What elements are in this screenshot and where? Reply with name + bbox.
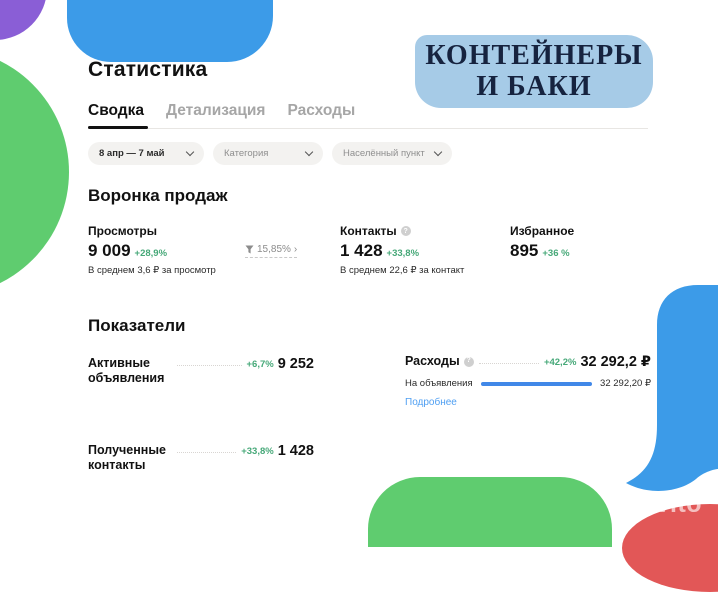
chevron-down-icon	[433, 147, 443, 157]
kpi-active-listings-delta: +6,7%	[246, 359, 274, 370]
date-range-filter[interactable]: 8 апр — 7 май	[88, 142, 204, 165]
category-filter[interactable]: Категория	[213, 142, 323, 165]
category-banner: КОНТЕЙНЕРЫ И БАКИ	[415, 35, 653, 108]
category-label: Категория	[224, 148, 269, 159]
conversion-chip[interactable]: 15,85% ›	[245, 244, 298, 258]
location-filter[interactable]: Населённый пункт	[332, 142, 452, 165]
active-tab-underline	[88, 126, 148, 129]
metric-favorites-value: 895	[510, 241, 539, 260]
date-range-label: 8 апр — 7 май	[99, 148, 165, 159]
tab-expenses[interactable]: Расходы	[287, 102, 356, 119]
metric-contacts: Контакты ? 1 428 +33,8% В среднем 22,6 ₽…	[340, 224, 464, 276]
metric-favorites: Избранное 895 +36 %	[510, 224, 574, 261]
watermark-label: Avito	[638, 490, 703, 518]
location-label: Населённый пункт	[343, 148, 425, 159]
details-link[interactable]: Подробнее	[405, 397, 457, 408]
kpi-received-contacts-label: Полученные контакты	[88, 443, 166, 472]
metric-views-sub: В среднем 3,6 ₽ за просмотр	[88, 265, 216, 276]
tab-details[interactable]: Детализация	[166, 102, 266, 119]
funnel-heading: Воронка продаж	[88, 186, 228, 205]
tabs-divider	[88, 128, 648, 129]
kpi-expenses-row: Расходы ? +42,2% 32 292,2 ₽	[405, 354, 651, 370]
metric-favorites-label: Избранное	[510, 224, 575, 238]
statistics-panel: Статистика Сводка Детализация Расходы 8 …	[88, 58, 651, 472]
kpi-expenses-value: 32 292,2 ₽	[580, 354, 651, 370]
decor-purple-circle	[0, 0, 47, 40]
info-icon[interactable]: ?	[400, 226, 411, 236]
decor-green-blob-bottom	[368, 477, 612, 547]
breakdown-label: На объявления	[405, 378, 473, 389]
metric-contacts-delta: +33,8%	[386, 248, 420, 259]
info-icon[interactable]: ?	[463, 356, 474, 367]
indicators-heading: Показатели	[88, 316, 186, 335]
metric-views-delta: +28,9%	[134, 248, 168, 259]
kpi-expenses-label: Расходы	[405, 354, 460, 368]
chevron-down-icon	[185, 147, 195, 157]
chevron-right-icon: ›	[293, 244, 298, 255]
dotted-leader	[478, 354, 539, 364]
metric-views-value: 9 009	[88, 241, 131, 260]
metric-views-label: Просмотры	[88, 224, 158, 238]
kpi-expenses-block: Расходы ? +42,2% 32 292,2 ₽ На объявлени…	[405, 354, 651, 410]
dotted-leader	[177, 356, 242, 366]
conversion-value: 15,85%	[257, 244, 291, 255]
banner-line2: И БАКИ	[476, 70, 592, 102]
kpi-active-listings: Активные объявления +6,7% 9 252	[88, 356, 314, 386]
decor-green-blob-left	[0, 48, 69, 296]
kpi-active-listings-label: Активные объявления	[88, 356, 165, 385]
metric-contacts-label: Контакты	[340, 224, 397, 238]
metric-contacts-value: 1 428	[340, 241, 383, 260]
avito-watermark: Avito	[612, 490, 702, 519]
kpi-active-listings-value: 9 252	[277, 356, 314, 372]
dotted-leader	[177, 443, 237, 453]
expenses-breakdown-row: На объявления 32 292,20 ₽	[405, 378, 651, 389]
avito-logo-icon	[612, 493, 634, 517]
tabs-bar: Сводка Детализация Расходы	[88, 102, 355, 120]
kpi-expenses-delta: +42,2%	[543, 357, 577, 368]
kpi-received-contacts: Полученные контакты +33,8% 1 428	[88, 443, 314, 473]
metric-views: Просмотры 9 009 +28,9% В среднем 3,6 ₽ з…	[88, 224, 216, 276]
funnel-icon	[245, 245, 254, 254]
metric-contacts-sub: В среднем 22,6 ₽ за контакт	[340, 265, 465, 276]
metric-favorites-delta: +36 %	[542, 248, 570, 259]
decor-blue-bubble-right	[626, 285, 718, 491]
decor-blue-blob-top	[67, 0, 273, 62]
expenses-bar-track	[480, 381, 593, 386]
tab-summary[interactable]: Сводка	[88, 102, 144, 119]
kpi-received-contacts-delta: +33,8%	[241, 446, 274, 457]
kpi-received-contacts-value: 1 428	[277, 443, 314, 459]
breakdown-value: 32 292,20 ₽	[600, 378, 651, 389]
page-title: Статистика	[88, 58, 208, 81]
chevron-down-icon	[304, 147, 314, 157]
filters-bar: 8 апр — 7 май Категория Населённый пункт	[88, 142, 452, 165]
banner-line1: КОНТЕЙНЕРЫ	[425, 40, 643, 72]
expenses-bar-fill	[480, 381, 593, 386]
